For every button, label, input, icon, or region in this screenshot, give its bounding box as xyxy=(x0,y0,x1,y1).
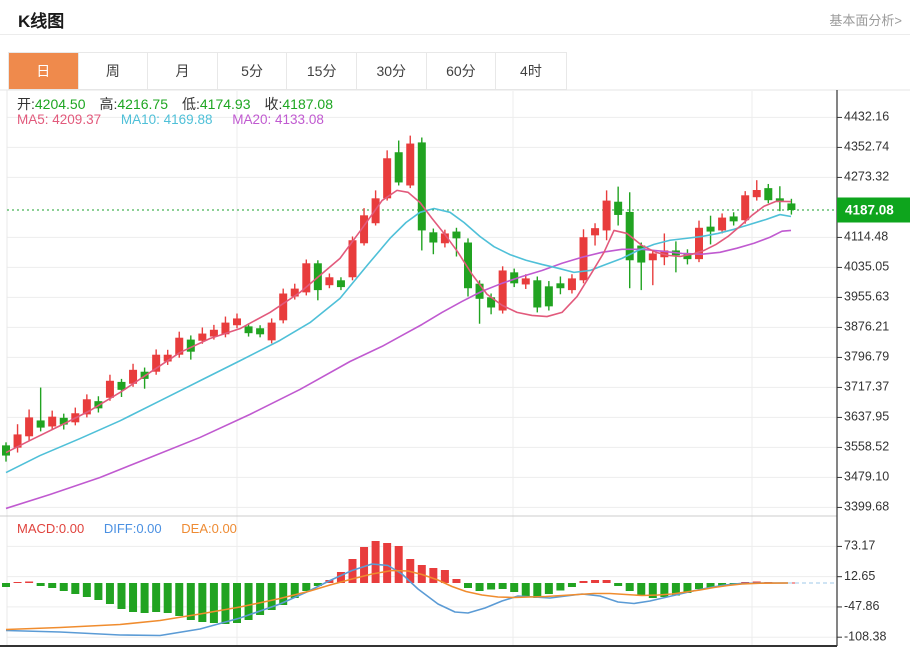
ma20-value: 4133.08 xyxy=(275,112,324,127)
ma5-value: 4209.37 xyxy=(52,112,102,127)
tab-月[interactable]: 月 xyxy=(148,53,218,89)
current-price-badge: 4187.08 xyxy=(837,197,910,223)
svg-text:3637.95: 3637.95 xyxy=(844,410,889,424)
ma20-label: MA20: xyxy=(232,112,272,127)
diff-label: DIFF: xyxy=(103,521,137,536)
macd-readout: MACD:0.00 DIFF:0.00 DEA:0.00 xyxy=(17,521,253,536)
ma10-label: MA10: xyxy=(120,112,160,127)
svg-text:4035.05: 4035.05 xyxy=(844,260,889,274)
ma20-line xyxy=(5,229,792,510)
svg-text:-47.86: -47.86 xyxy=(844,599,879,613)
svg-text:3479.10: 3479.10 xyxy=(844,470,889,484)
ma-readout: MA5: 4209.37 MA10: 4169.88 MA20: 4133.08 xyxy=(17,112,340,127)
diff-value: 0.00 xyxy=(136,521,162,536)
svg-text:3955.63: 3955.63 xyxy=(844,290,889,304)
svg-text:4273.32: 4273.32 xyxy=(844,170,889,184)
open-label: 开: xyxy=(17,96,35,112)
high-label: 高: xyxy=(99,96,118,112)
high-value: 4216.75 xyxy=(117,96,168,112)
open-value: 4204.50 xyxy=(34,96,86,112)
price-axis-labels: 4432.16 4352.74 4273.32 4114.48 4035.05 3955.… xyxy=(837,110,889,514)
macd-axis-labels: 73.17 12.65 -47.86 -108.38 xyxy=(837,539,886,643)
close-value: 4187.08 xyxy=(282,96,333,112)
macd-histogram xyxy=(2,541,796,624)
low-label: 低: xyxy=(182,96,200,112)
macd-value: 0.00 xyxy=(58,521,85,536)
fundamental-analysis-link[interactable]: 基本面分析> xyxy=(829,13,902,28)
tab-4时[interactable]: 4时 xyxy=(496,53,566,89)
svg-text:3399.68: 3399.68 xyxy=(844,500,889,514)
ma5-line xyxy=(5,189,792,454)
axes xyxy=(0,90,838,647)
svg-text:4432.16: 4432.16 xyxy=(844,110,889,124)
ohlc-readout: 开:4204.50 高:4216.75 低:4174.93 收:4187.08 xyxy=(17,94,347,114)
tab-60分[interactable]: 60分 xyxy=(426,53,497,89)
tab-日[interactable]: 日 xyxy=(9,53,79,89)
ma10-line xyxy=(5,207,792,474)
gridlines xyxy=(0,89,910,646)
ma5-label: MA5: xyxy=(17,112,49,127)
page-title: K线图 xyxy=(18,12,65,31)
close-label: 收: xyxy=(264,96,283,112)
candles xyxy=(2,135,796,462)
tab-5分[interactable]: 5分 xyxy=(217,53,288,89)
period-tabs: 日周月 5分 15分 30分 60分 4时 xyxy=(8,52,567,90)
svg-text:4187.08: 4187.08 xyxy=(845,203,894,218)
ma10-value: 4169.88 xyxy=(163,112,213,127)
svg-text:73.17: 73.17 xyxy=(844,539,875,553)
diff-line xyxy=(5,563,788,637)
dea-label: DEA: xyxy=(181,521,212,536)
macd-label: MACD: xyxy=(17,521,59,536)
svg-text:3558.52: 3558.52 xyxy=(844,440,889,454)
title-bar: K线图 基本面分析> xyxy=(0,0,910,35)
tab-周[interactable]: 周 xyxy=(78,53,149,89)
svg-text:4114.48: 4114.48 xyxy=(844,230,888,244)
svg-text:3717.37: 3717.37 xyxy=(844,380,889,394)
svg-text:4352.74: 4352.74 xyxy=(844,140,889,154)
svg-text:3876.21: 3876.21 xyxy=(844,320,889,334)
low-value: 4174.93 xyxy=(199,96,251,112)
dea-value: 0.00 xyxy=(211,521,237,536)
dea-line xyxy=(5,569,789,631)
svg-text:3796.79: 3796.79 xyxy=(844,350,889,364)
tab-30分[interactable]: 30分 xyxy=(356,53,427,89)
svg-text:12.65: 12.65 xyxy=(844,569,875,583)
svg-text:-108.38: -108.38 xyxy=(844,629,886,643)
tab-15分[interactable]: 15分 xyxy=(287,53,357,89)
